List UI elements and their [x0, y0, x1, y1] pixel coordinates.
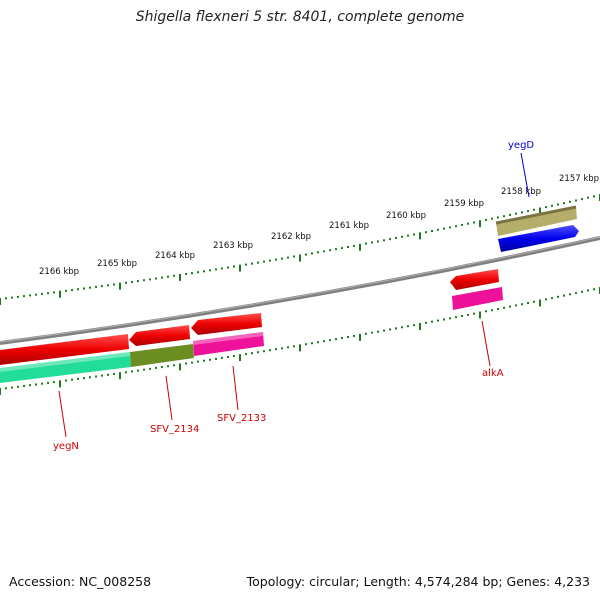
scale-label: 2166 kbp [39, 267, 79, 277]
scale-label: 2161 kbp [329, 221, 369, 231]
scale-label: 2164 kbp [155, 251, 195, 261]
genome-backbone [0, 236, 600, 345]
feature-yegD-gene[interactable] [496, 207, 577, 236]
feature-SFV_2134-gene[interactable] [130, 344, 194, 367]
scale-label: 2159 kbp [444, 199, 484, 209]
gene-label-SFV_2134[interactable]: SFV_2134 [150, 424, 199, 435]
scale-label: 2162 kbp [271, 232, 311, 242]
upper-scale-ticks [0, 194, 600, 305]
scale-label: 2165 kbp [97, 259, 137, 269]
gene-label-alkA[interactable]: alkA [482, 368, 504, 379]
gene-label-yegN[interactable]: yegN [53, 441, 79, 452]
feature-yegN-gene[interactable] [0, 352, 131, 383]
scale-label: 2163 kbp [213, 241, 253, 251]
topology-summary-text: Topology: circular; Length: 4,574,284 bp… [246, 574, 590, 589]
map-title: Shigella flexneri 5 str. 8401, complete … [135, 9, 465, 25]
gene-label-SFV_2133[interactable]: SFV_2133 [217, 413, 266, 424]
lower-scale-ticks [0, 287, 600, 395]
feature-alkA-gene[interactable] [452, 287, 503, 310]
scale-label: 2158 kbp [501, 187, 541, 197]
gene-label-yegD[interactable]: yegD [508, 140, 534, 151]
feature-yegN-cds[interactable] [0, 334, 129, 365]
feature-alkA-cds[interactable] [450, 269, 499, 290]
scale-label: 2157 kbp [559, 174, 599, 184]
accession-text: Accession: NC_008258 [9, 574, 152, 589]
scale-label: 2160 kbp [386, 211, 426, 221]
feature-SFV_2133-cds[interactable] [191, 313, 262, 335]
feature-SFV_2133-gene[interactable] [193, 332, 264, 356]
feature-yegD-cds[interactable] [498, 225, 579, 252]
feature-SFV_2134-cds[interactable] [129, 325, 190, 346]
